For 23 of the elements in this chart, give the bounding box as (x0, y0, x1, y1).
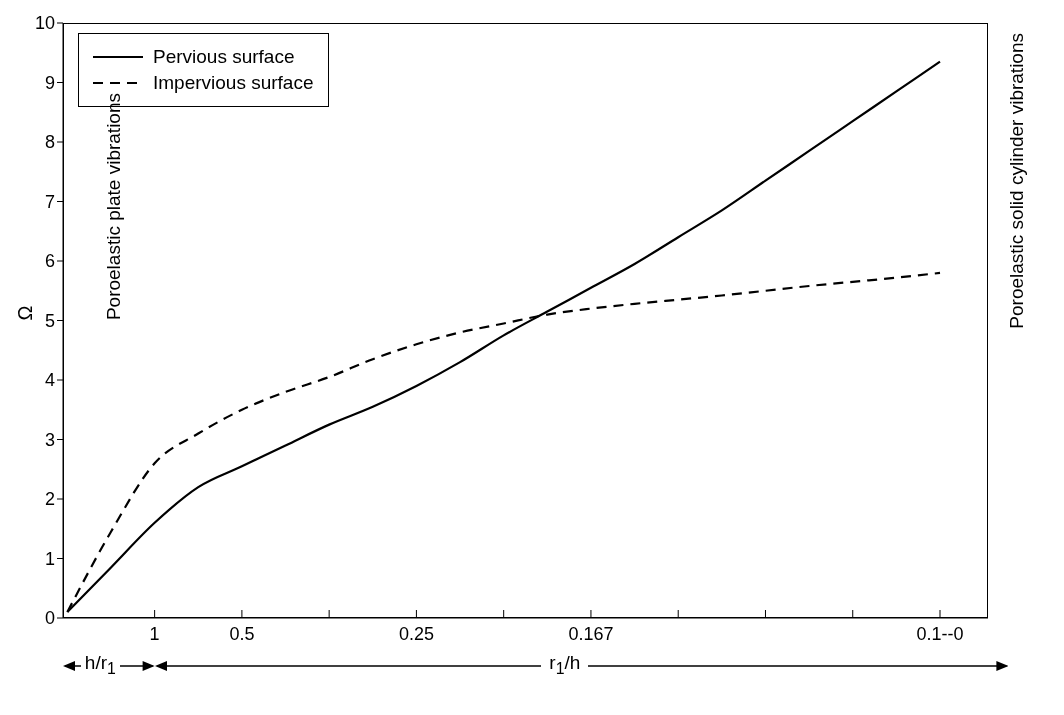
y-tick-label: 8 (44, 132, 55, 153)
y-tick-label: 9 (44, 72, 55, 93)
legend-label: Pervious surface (153, 46, 295, 68)
y-tick-label: 4 (44, 370, 55, 391)
y-tick-label: 10 (34, 13, 55, 34)
y-tick-label: 6 (44, 251, 55, 272)
y-tick-label: 5 (44, 310, 55, 331)
x-tick-label: 1 (149, 624, 160, 644)
y-tick-label: 2 (44, 489, 55, 510)
x-tick-label: 0.5 (229, 624, 255, 644)
y-tick-label: 1 (44, 548, 55, 569)
x-tick-label: 0.167 (568, 624, 614, 644)
x-tick-label: 0.25 (398, 624, 434, 644)
y-tick-label: 7 (44, 191, 55, 212)
y-axis-title: Ω (14, 305, 37, 321)
text: Poroelastic solid cylinder vibrations (1006, 33, 1028, 329)
annotation: Poroelastic plate vibrations (103, 93, 125, 321)
text: h/r$_{1}$ (80, 652, 120, 678)
x-tick-label: 0.1--0 (916, 624, 964, 644)
y-tick-label: 3 (44, 429, 55, 450)
y-tick-label: 0 (44, 608, 55, 629)
text: r$_{1}$/h (541, 652, 589, 678)
legend-label: Impervious surface (153, 72, 314, 94)
